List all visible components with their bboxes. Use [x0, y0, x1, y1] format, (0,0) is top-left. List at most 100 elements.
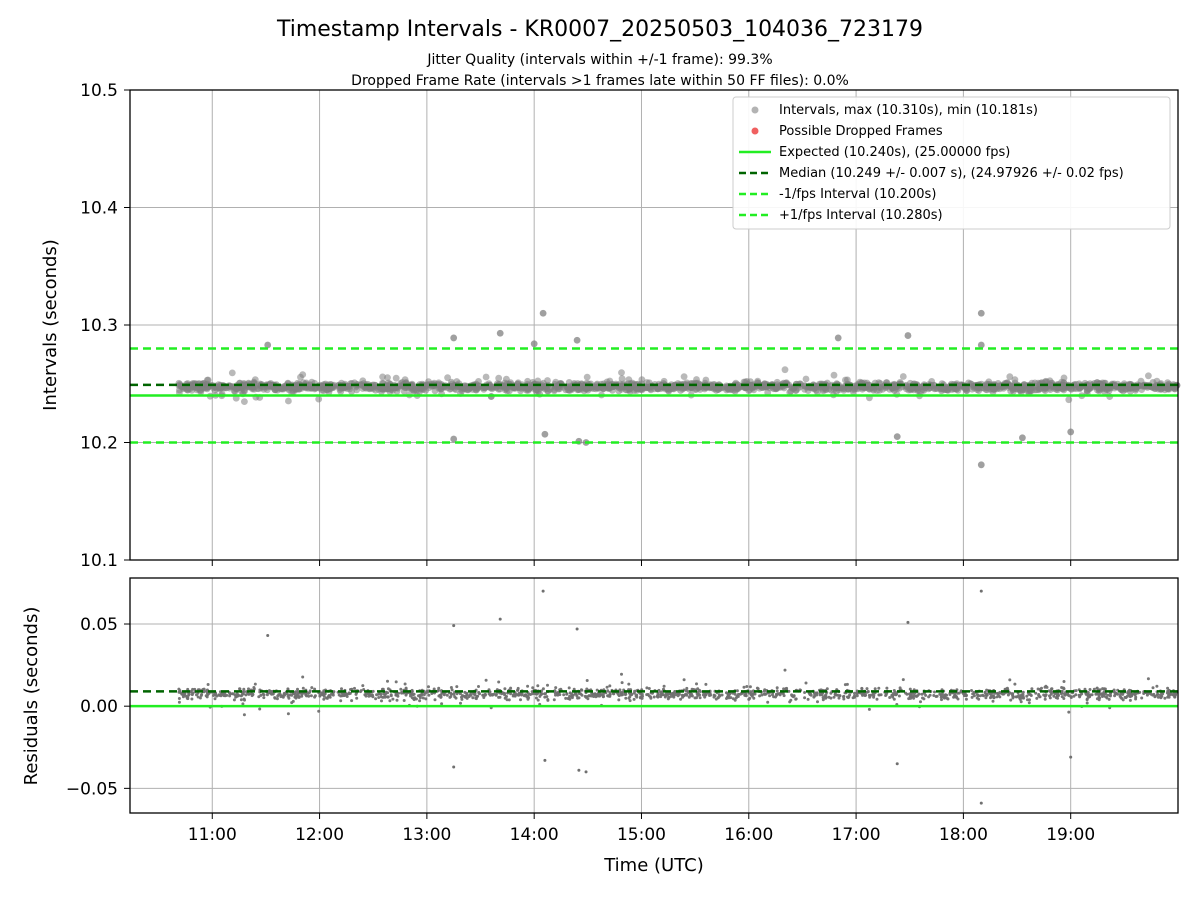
residuals-point: [647, 687, 651, 690]
intervals-y-ticks: 10.1 10.2 10.3 10.4 10.5: [80, 81, 130, 571]
intervals-point: [523, 386, 530, 394]
residuals-point: [323, 692, 327, 696]
residuals-point: [327, 695, 331, 699]
intervals-reference-lines: [130, 347, 1178, 444]
residuals-point: [898, 686, 902, 690]
residuals-point: [970, 689, 973, 692]
residuals-point: [920, 692, 924, 696]
intervals-point: [241, 398, 248, 405]
residuals-point: [842, 697, 846, 701]
legend-label-plus-fps: +1/fps Interval (10.280s): [779, 208, 943, 223]
residuals-point: [177, 690, 181, 694]
residuals-point: [212, 694, 215, 697]
intervals-point: [517, 385, 525, 392]
residuals-point: [590, 692, 594, 696]
residuals-point: [465, 692, 469, 696]
residuals-point: [1123, 695, 1127, 699]
legend-entry-median: Median (10.249 +/- 0.007 s), (24.97926 +…: [739, 166, 1124, 181]
residuals-point: [638, 696, 642, 700]
residuals-point: [618, 688, 622, 692]
residuals-point: [228, 694, 232, 698]
intervals-point: [1059, 383, 1067, 391]
x-tick-label: 11:00: [188, 825, 237, 845]
residuals-point: [281, 694, 285, 698]
residuals-point: [1008, 691, 1012, 695]
residuals-point: [1048, 694, 1051, 698]
intervals-outlier-point: [539, 309, 547, 317]
residuals-point: [313, 687, 317, 691]
residuals-point: [877, 686, 881, 690]
residuals-point: [235, 694, 239, 698]
residuals-point: [181, 695, 185, 699]
residuals-point: [383, 695, 387, 699]
residuals-point: [932, 694, 936, 697]
residuals-axes-frame: [129, 577, 1179, 814]
residuals-point: [253, 682, 257, 686]
residuals-point: [1151, 686, 1155, 690]
residuals-point: [998, 695, 1002, 699]
intervals-point: [929, 381, 937, 389]
residuals-point: [527, 696, 531, 700]
residuals-point: [421, 696, 425, 700]
residuals-point: [476, 694, 480, 698]
residuals-point: [952, 695, 956, 699]
residuals-point: [273, 696, 277, 700]
residuals-point: [1140, 696, 1144, 700]
residuals-point: [908, 687, 912, 691]
residuals-point: [191, 691, 195, 695]
residuals-point: [728, 692, 732, 696]
residuals-outlier-point: [1069, 755, 1073, 759]
intervals-outlier-point: [450, 435, 458, 443]
residuals-point: [638, 692, 642, 695]
residuals-point: [657, 688, 661, 692]
residuals-point: [409, 694, 412, 698]
intervals-point: [1026, 386, 1034, 393]
residuals-point: [1116, 692, 1120, 696]
residuals-point: [363, 693, 367, 697]
residuals-point: [778, 691, 782, 695]
residuals-point: [1038, 695, 1042, 699]
residuals-point: [872, 694, 876, 697]
intervals-point: [879, 385, 886, 393]
residuals-point: [869, 693, 873, 697]
residuals-point: [341, 693, 345, 697]
residuals-point: [790, 694, 794, 698]
residuals-point: [712, 693, 716, 697]
residuals-point: [191, 687, 195, 691]
residuals-point: [354, 692, 358, 696]
residuals-point: [602, 695, 605, 698]
residuals-point: [1085, 701, 1089, 705]
residuals-point: [669, 694, 673, 698]
residuals-point: [400, 690, 404, 694]
residuals-point: [377, 696, 381, 699]
residuals-point: [322, 697, 326, 701]
intervals-point: [1046, 377, 1054, 385]
residuals-point: [1094, 692, 1098, 696]
residuals-point: [733, 698, 737, 702]
residuals-point: [897, 694, 901, 698]
residuals-point: [374, 697, 378, 701]
intervals-point: [448, 383, 456, 390]
residuals-point: [483, 693, 487, 697]
residuals-point: [970, 695, 974, 699]
intervals-y-tick-label: 10.2: [80, 434, 118, 454]
residuals-point: [410, 688, 414, 692]
intervals-point: [325, 388, 333, 396]
residuals-point: [1158, 693, 1162, 697]
residuals-point: [566, 697, 570, 700]
residuals-point: [509, 692, 513, 696]
residuals-point: [1155, 684, 1159, 688]
residuals-point: [733, 692, 737, 696]
residuals-point: [301, 675, 305, 679]
intervals-point: [312, 384, 320, 392]
residuals-point: [901, 678, 905, 682]
residuals-point: [616, 692, 620, 696]
intervals-point: [618, 386, 625, 393]
residuals-point: [892, 697, 896, 701]
residuals-point: [1085, 697, 1089, 701]
intervals-outlier-point: [530, 340, 538, 348]
residuals-point: [729, 696, 733, 700]
residuals-point: [662, 687, 665, 691]
residuals-point: [290, 701, 294, 705]
residuals-point: [258, 707, 262, 711]
